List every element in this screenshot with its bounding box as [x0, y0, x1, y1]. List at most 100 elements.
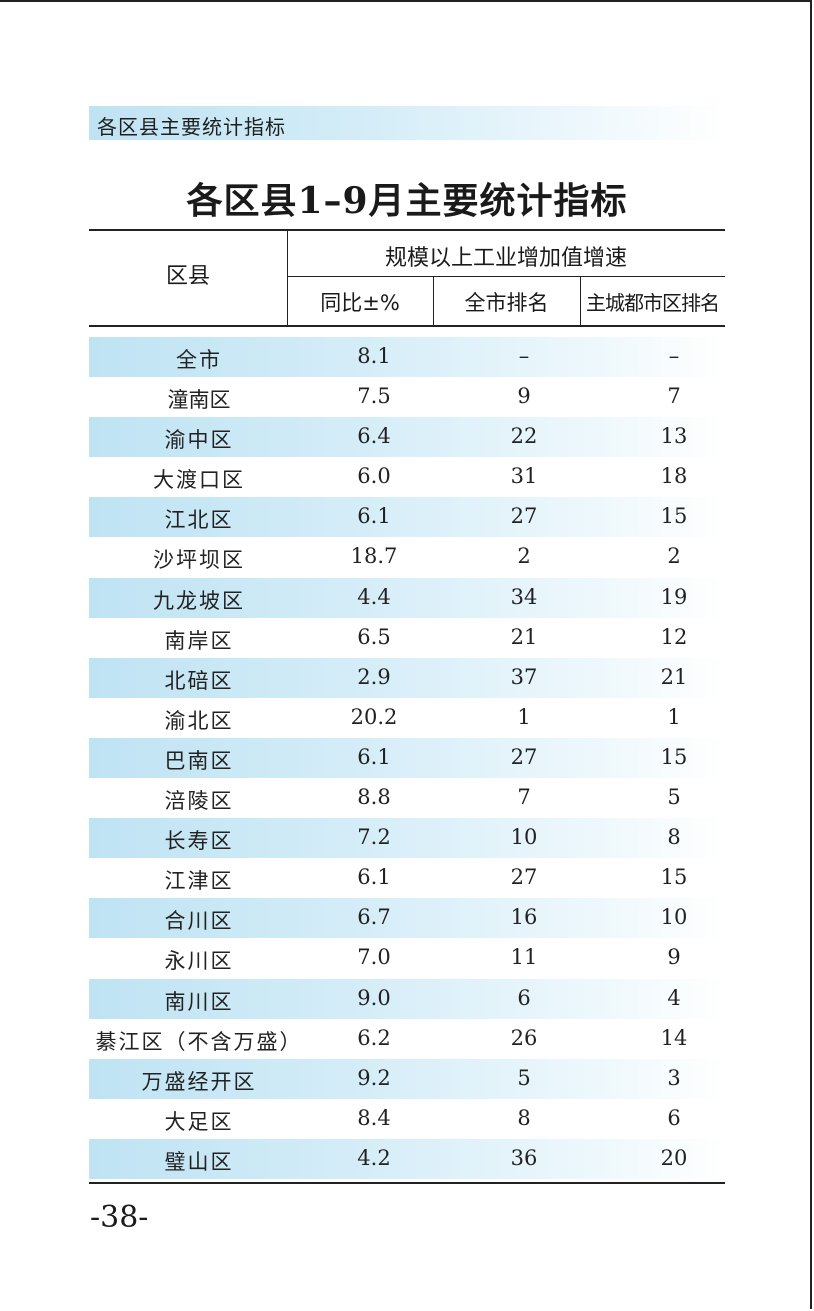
city-rank-cell: 27 — [510, 504, 538, 529]
yoy-cell: 6.4 — [357, 424, 391, 449]
main-city-rank-cell: 1 — [667, 704, 681, 729]
main-city-rank-cell: 10 — [660, 905, 688, 930]
table-row: 长寿区 7.2 10 8 — [89, 818, 725, 859]
table-row: 潼南区 7.5 9 7 — [89, 377, 725, 417]
yoy-cell: 6.2 — [357, 1025, 391, 1050]
yoy-cell: 6.0 — [357, 464, 391, 489]
city-rank-cell: – — [518, 344, 530, 368]
yoy-cell: 4.2 — [357, 1145, 391, 1170]
city-rank-cell: 37 — [510, 664, 538, 689]
city-rank-cell: 27 — [510, 865, 538, 890]
region-name-cell: 渝北区 — [164, 708, 234, 733]
table-row: 渝中区 6.4 22 13 — [89, 417, 725, 458]
header-divider — [287, 229, 288, 327]
region-name-cell: 南川区 — [164, 989, 234, 1014]
region-name-cell: 渝中区 — [164, 428, 234, 453]
table-row: 合川区 6.7 16 10 — [89, 898, 725, 939]
main-city-rank-column-header: 主城都市区排名 — [586, 291, 720, 315]
yoy-column-header: 同比±% — [320, 291, 400, 315]
city-rank-cell: 22 — [510, 424, 538, 449]
section-banner: 各区县主要统计指标 — [89, 106, 725, 140]
main-city-rank-cell: 3 — [667, 1065, 681, 1090]
table-row: 沙坪坝区 18.7 2 2 — [89, 537, 725, 577]
city-rank-cell: 6 — [517, 985, 531, 1010]
main-city-rank-cell: 15 — [660, 504, 688, 529]
region-name-cell: 江北区 — [164, 508, 234, 533]
main-city-rank-cell: 21 — [660, 664, 688, 689]
region-name-cell: 巴南区 — [164, 748, 234, 773]
main-city-rank-cell: 5 — [667, 785, 681, 810]
yoy-cell: 6.5 — [357, 624, 391, 649]
table-row: 全市 8.1 – – — [89, 337, 725, 378]
yoy-cell: 2.9 — [357, 664, 391, 689]
region-name-cell: 长寿区 — [164, 829, 234, 854]
city-rank-cell: 5 — [517, 1065, 531, 1090]
yoy-cell: 7.2 — [357, 825, 391, 850]
city-rank-cell: 36 — [510, 1145, 538, 1170]
main-city-rank-cell: 9 — [667, 945, 681, 970]
yoy-cell: 6.1 — [357, 865, 391, 890]
header-sub-rule — [287, 276, 725, 277]
yoy-cell: 9.2 — [357, 1065, 391, 1090]
header-divider — [433, 277, 434, 327]
yoy-cell: 8.1 — [357, 344, 391, 368]
region-name-cell: 全市 — [176, 348, 222, 372]
region-name-cell: 綦江区（不含万盛） — [95, 1029, 303, 1054]
yoy-cell: 6.7 — [357, 905, 391, 930]
main-city-rank-cell: 12 — [660, 624, 688, 649]
group-column-header: 规模以上工业增加值增速 — [384, 246, 627, 271]
main-city-rank-cell: 8 — [667, 825, 681, 850]
yoy-cell: 7.5 — [357, 384, 391, 409]
region-name-cell: 大足区 — [164, 1109, 234, 1134]
table-row: 万盛经开区 9.2 5 3 — [89, 1058, 725, 1099]
region-name-cell: 九龙坡区 — [153, 588, 245, 613]
yoy-cell: 6.1 — [357, 744, 391, 769]
table-row: 南岸区 6.5 21 12 — [89, 618, 725, 658]
main-city-rank-cell: 13 — [660, 424, 688, 449]
main-city-rank-cell: 4 — [667, 985, 681, 1010]
region-name-cell: 涪陵区 — [164, 789, 234, 814]
yoy-cell: 4.4 — [357, 584, 391, 609]
region-name-cell: 沙坪坝区 — [153, 548, 245, 573]
table-body: 全市 8.1– – 潼南区 7.5 9 7 渝中区 6.4 22 13 大渡口区 6.0 31 18 江北区 6… — [89, 337, 725, 1179]
city-rank-cell: 16 — [510, 905, 538, 930]
table-row: 江津区 6.1 27 15 — [89, 858, 725, 898]
main-city-rank-cell: – — [668, 344, 680, 368]
table-top-rule — [89, 229, 725, 231]
yoy-cell: 20.2 — [350, 704, 398, 729]
main-city-rank-cell: 14 — [660, 1025, 688, 1050]
region-name-cell: 北碚区 — [164, 668, 234, 693]
main-city-rank-cell: 20 — [660, 1145, 688, 1170]
table-title: 各区县1–9月主要统计指标 — [186, 180, 628, 222]
region-name-cell: 大渡口区 — [153, 468, 245, 493]
city-rank-cell: 7 — [517, 785, 531, 810]
city-rank-cell: 11 — [510, 945, 538, 970]
region-name-cell: 江津区 — [164, 869, 234, 894]
table-row: 江北区 6.1 27 15 — [89, 497, 725, 538]
table-row: 永川区 7.0 11 9 — [89, 938, 725, 978]
main-city-rank-cell: 18 — [660, 464, 688, 489]
region-name-cell: 璧山区 — [164, 1149, 234, 1174]
city-rank-cell: 21 — [510, 624, 538, 649]
yoy-cell: 8.4 — [357, 1105, 391, 1130]
main-city-rank-cell: 6 — [667, 1105, 681, 1130]
page-number: -38- — [90, 1200, 149, 1235]
header-divider — [580, 277, 581, 327]
table-row: 九龙坡区 4.4 34 19 — [89, 577, 725, 618]
yoy-cell: 7.0 — [357, 945, 391, 970]
table-row: 巴南区 6.1 27 15 — [89, 737, 725, 779]
table-row: 大足区 8.4 8 6 — [89, 1099, 725, 1139]
city-rank-cell: 1 — [517, 704, 531, 729]
city-rank-cell: 34 — [510, 584, 538, 609]
region-name-cell: 潼南区 — [167, 388, 231, 413]
city-rank-cell: 26 — [510, 1025, 538, 1050]
city-rank-cell: 31 — [510, 464, 538, 489]
header-bottom-rule — [89, 325, 725, 327]
table-row: 璧山区 4.2 36 20 — [89, 1138, 725, 1179]
city-rank-column-header: 全市排名 — [464, 291, 549, 315]
table-bottom-rule — [89, 1182, 725, 1184]
table-row: 綦江区（不含万盛） 6.2 26 14 — [89, 1019, 725, 1059]
table-row: 渝北区 20.2 1 1 — [89, 698, 725, 738]
main-city-rank-cell: 15 — [660, 865, 688, 890]
